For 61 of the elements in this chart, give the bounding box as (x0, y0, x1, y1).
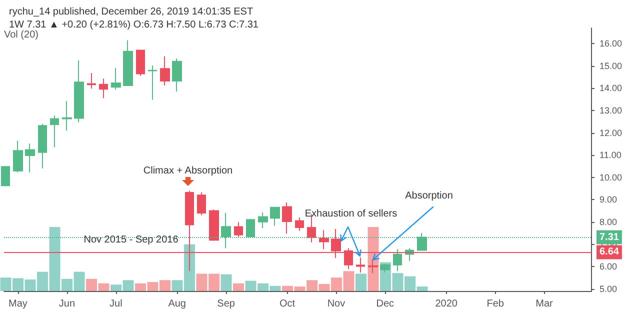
x-tick-label: Sep (217, 298, 236, 310)
candlestick (1, 166, 10, 187)
y-tick-label: 5.00 (599, 284, 618, 294)
y-tick-label: 8.00 (599, 216, 618, 227)
candlestick (356, 257, 365, 273)
x-tick-label: Oct (279, 298, 296, 310)
y-tick-label: 6.00 (599, 261, 618, 272)
candlestick (234, 222, 243, 238)
candlestick (282, 202, 292, 234)
x-tick-label: Mar (536, 298, 554, 310)
candlestick (172, 58, 182, 92)
x-tick-label: Feb (486, 298, 504, 310)
y-tick-label: 10.00 (599, 172, 622, 182)
x-tick-label: 2020 (435, 298, 458, 310)
annotation: Nov 2015 - Sep 2016 (84, 234, 179, 246)
annotation: Absorption (405, 190, 453, 202)
candlestick (136, 50, 145, 76)
y-tick-label: 12.00 (599, 128, 622, 138)
candlestick (50, 115, 59, 148)
bar (368, 227, 379, 291)
candlestick (197, 192, 206, 216)
x-tick-label: Aug (168, 298, 186, 310)
candlestick (160, 56, 170, 86)
candlestick (13, 140, 23, 173)
candlestick (209, 209, 219, 242)
x-tick-label: Jul (110, 298, 122, 310)
candlestick (123, 40, 133, 86)
candlestick (319, 230, 329, 250)
candlestick (368, 259, 378, 274)
chart-title: rychu_14 published, December 26, 2019 14:01:35 EST (9, 6, 254, 18)
ref-line-label: 7.31 (599, 232, 620, 243)
annotation: Vol (20) (4, 30, 38, 40)
ref-line-label: 6.64 (599, 246, 620, 258)
candlestick (295, 216, 304, 232)
x-tick-label: Dec (376, 298, 394, 310)
y-tick-label: 15.00 (599, 60, 622, 71)
y-tick-label: 14.00 (599, 83, 622, 94)
x-tick-label: Nov (327, 298, 346, 310)
candlestick (270, 206, 280, 226)
candlestick (99, 78, 108, 99)
bar (356, 274, 366, 291)
y-tick-label: 11.00 (599, 150, 622, 160)
candlestick (258, 212, 268, 229)
candlestick (74, 60, 84, 123)
bar (220, 274, 232, 291)
y-tick-label: 9.00 (599, 194, 618, 205)
y-tick-label: 13.00 (599, 105, 622, 116)
candlestick (393, 248, 402, 272)
candlestick (111, 68, 121, 90)
bar (233, 283, 244, 291)
x-tick-label: May (8, 298, 28, 310)
annotation: Exhaustion of sellers (304, 208, 398, 220)
annotation: Climax + Absorption (143, 166, 233, 176)
y-tick-label: 16.00 (599, 38, 622, 49)
candlestick (25, 143, 35, 173)
candlestick (148, 64, 157, 100)
candlestick (62, 100, 72, 132)
candlestick (38, 123, 47, 169)
chart-subtitle: 1W 7.31 ▲ +0.20 (+2.81%) O:6.73 H:7.50 L:6.73 C:7.31 (9, 20, 259, 30)
x-tick-label: Jun (58, 298, 76, 310)
candlestick (87, 72, 96, 90)
